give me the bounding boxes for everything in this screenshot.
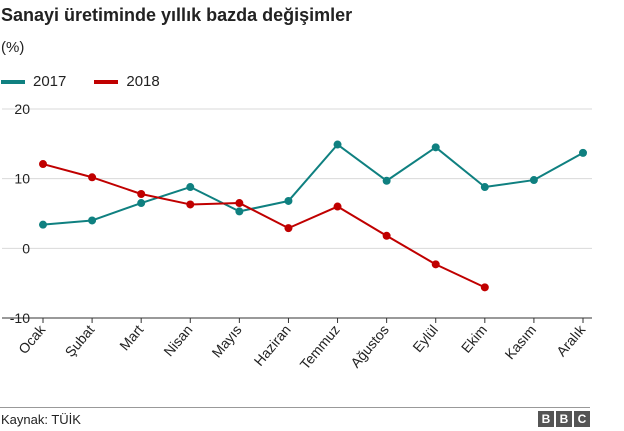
series-layer	[39, 140, 587, 292]
x-axis: Ocak Şubat Mart Nisan Mayıs Haziran Temmuz Ağus…	[15, 318, 589, 372]
data-point-2017	[39, 220, 47, 229]
data-point-2018	[431, 260, 440, 269]
y-tick-label: 20	[14, 101, 30, 117]
data-point-2017	[88, 216, 97, 225]
data-point-2017	[529, 176, 538, 185]
legend-item-2017: 2017	[1, 73, 66, 90]
data-point-2017	[186, 183, 195, 192]
x-tick-label: Ağustos	[347, 322, 392, 371]
x-tick-label: Mayıs	[208, 322, 244, 361]
x-tick-label: Şubat	[62, 322, 98, 360]
data-point-2018	[39, 160, 47, 169]
bbc-logo: B B C	[538, 411, 590, 427]
data-point-2017	[235, 207, 244, 216]
data-point-2017	[137, 199, 146, 208]
legend-swatch-2018	[94, 79, 119, 84]
line-chart: -10 0 10 20 Ocak Şubat Mart Nisan Mayıs Haziran T…	[2, 101, 592, 372]
data-point-2018	[333, 202, 342, 211]
legend-swatch-2017	[1, 79, 25, 84]
legend-label-2018: 2018	[126, 73, 160, 90]
data-point-2017	[284, 196, 293, 205]
series-2018	[39, 160, 489, 292]
data-point-2018	[382, 231, 391, 240]
series-line-2018	[42, 163, 486, 289]
x-tick-label: Ekim	[458, 322, 490, 356]
legend: 2017 2018	[1, 73, 188, 90]
x-tick-label: Nisan	[160, 322, 195, 360]
bbc-logo-block-c: C	[574, 411, 590, 427]
data-point-2018	[235, 199, 244, 208]
data-point-2018	[480, 283, 489, 292]
source-note: Kaynak: TÜİK	[1, 412, 81, 427]
data-point-2017	[382, 176, 391, 185]
data-point-2017	[431, 143, 440, 152]
y-tick-label: -10	[10, 310, 30, 326]
chart-unit-label: (%)	[1, 39, 25, 56]
x-tick-label: Temmuz	[297, 322, 343, 373]
grid-layer	[2, 108, 592, 319]
series-2017	[39, 140, 587, 229]
data-point-2018	[186, 200, 195, 209]
y-tick-label: 10	[14, 171, 30, 187]
series-line-2017	[42, 143, 584, 226]
bbc-logo-block-b1: B	[538, 411, 554, 427]
footer-divider	[0, 407, 590, 408]
x-tick-label: Kasım	[501, 322, 539, 363]
y-tick-label: 0	[22, 240, 30, 256]
bbc-logo-block-b2: B	[556, 411, 572, 427]
chart-title: Sanayi üretiminde yıllık bazda değişimle…	[1, 5, 353, 25]
x-tick-label: Eylül	[409, 322, 441, 356]
legend-label-2017: 2017	[33, 73, 67, 90]
data-point-2017	[579, 148, 587, 157]
x-tick-label: Mart	[116, 322, 146, 354]
x-tick-label: Ocak	[15, 321, 49, 357]
data-point-2017	[480, 183, 489, 192]
x-tick-label: Aralık	[553, 321, 589, 359]
data-point-2018	[284, 224, 293, 233]
x-tick-label: Haziran	[250, 322, 293, 369]
data-point-2018	[137, 189, 146, 198]
y-axis: -10 0 10 20	[10, 101, 30, 326]
data-point-2017	[333, 140, 342, 149]
legend-item-2018: 2018	[94, 73, 160, 90]
data-point-2018	[88, 173, 97, 182]
